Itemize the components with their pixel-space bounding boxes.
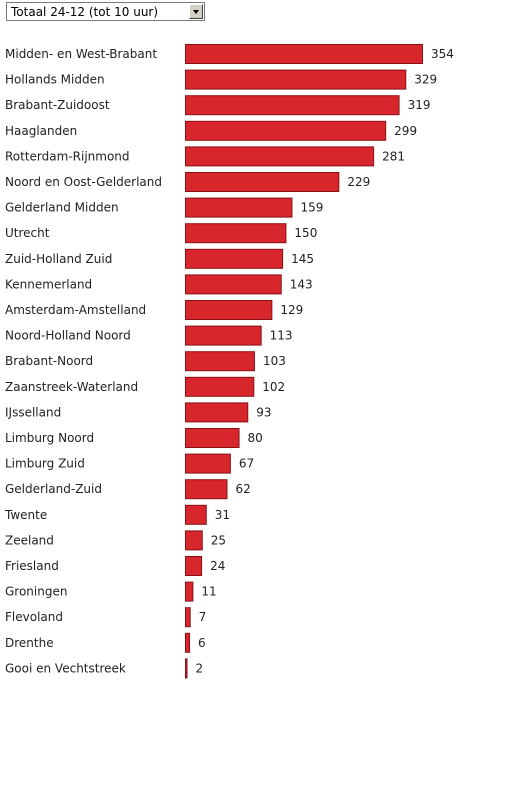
bar bbox=[185, 300, 273, 320]
value-label: 93 bbox=[256, 405, 271, 419]
category-label: Kennemerland bbox=[5, 277, 92, 291]
value-label: 143 bbox=[290, 277, 313, 291]
category-label: Noord-Holland Noord bbox=[5, 329, 131, 343]
value-label: 113 bbox=[270, 329, 293, 343]
region-filter-value: Totaal 24-12 (tot 10 uur) bbox=[11, 5, 159, 19]
category-label: Utrecht bbox=[5, 226, 50, 240]
value-label: 25 bbox=[211, 533, 226, 547]
category-label: Zuid-Holland Zuid bbox=[5, 252, 112, 266]
value-label: 129 bbox=[280, 303, 303, 317]
category-label: IJsselland bbox=[5, 405, 61, 419]
value-label: 281 bbox=[382, 149, 405, 163]
bar bbox=[185, 44, 423, 64]
category-label: Groningen bbox=[5, 585, 67, 599]
value-label: 229 bbox=[347, 175, 370, 189]
chevron-down-icon[interactable] bbox=[189, 4, 203, 19]
bar bbox=[185, 120, 387, 141]
value-label: 102 bbox=[262, 380, 285, 394]
bar bbox=[185, 504, 207, 525]
value-label: 319 bbox=[408, 98, 431, 112]
bar bbox=[185, 223, 287, 244]
bar bbox=[185, 607, 191, 628]
bar bbox=[185, 530, 203, 551]
bar bbox=[185, 453, 231, 474]
category-label: Midden- en West-Brabant bbox=[5, 47, 157, 61]
value-label: 11 bbox=[201, 585, 216, 599]
category-label: Hollands Midden bbox=[5, 73, 105, 87]
value-label: 2 bbox=[196, 661, 204, 675]
value-label: 67 bbox=[239, 457, 254, 471]
bar bbox=[185, 146, 375, 167]
value-label: 62 bbox=[236, 482, 251, 496]
region-filter-select[interactable]: Totaal 24-12 (tot 10 uur) bbox=[6, 2, 205, 21]
category-label: Twente bbox=[4, 508, 47, 522]
value-label: 299 bbox=[394, 124, 417, 138]
category-label: Gooi en Vechtstreek bbox=[5, 661, 126, 675]
value-label: 24 bbox=[210, 559, 225, 573]
category-label: Haaglanden bbox=[5, 124, 77, 138]
category-label: Gelderland-Zuid bbox=[5, 482, 102, 496]
category-label: Friesland bbox=[5, 559, 59, 573]
bar bbox=[185, 581, 194, 602]
category-label: Gelderland Midden bbox=[5, 201, 119, 215]
value-label: 7 bbox=[199, 610, 207, 624]
category-label: Zeeland bbox=[5, 533, 54, 547]
bar bbox=[185, 351, 255, 372]
category-label: Brabant-Zuidoost bbox=[5, 98, 110, 112]
value-label: 80 bbox=[248, 431, 263, 445]
category-label: Limburg Noord bbox=[5, 431, 94, 445]
bar bbox=[185, 95, 400, 116]
value-label: 354 bbox=[431, 47, 454, 61]
category-label: Amsterdam-Amstelland bbox=[5, 303, 146, 317]
bar bbox=[185, 402, 249, 423]
value-label: 329 bbox=[414, 73, 437, 87]
category-label: Noord en Oost-Gelderland bbox=[5, 175, 162, 189]
category-label: Zaanstreek-Waterland bbox=[5, 380, 138, 394]
category-label: Flevoland bbox=[5, 610, 63, 624]
bar bbox=[185, 274, 282, 295]
bar bbox=[185, 197, 293, 218]
category-label: Brabant-Noord bbox=[5, 354, 93, 368]
category-label: Rotterdam-Rijnmond bbox=[5, 149, 130, 163]
value-label: 159 bbox=[300, 201, 323, 215]
value-label: 31 bbox=[215, 508, 230, 522]
bar bbox=[185, 658, 188, 679]
bar bbox=[185, 428, 240, 448]
bar bbox=[185, 376, 255, 397]
value-label: 6 bbox=[198, 636, 206, 650]
bar bbox=[185, 556, 203, 576]
bar bbox=[185, 479, 228, 500]
bar bbox=[185, 172, 340, 192]
category-label: Drenthe bbox=[5, 636, 54, 650]
value-label: 150 bbox=[294, 226, 317, 240]
value-label: 145 bbox=[291, 252, 314, 266]
bar bbox=[185, 632, 191, 653]
category-label: Limburg Zuid bbox=[5, 457, 85, 471]
bar bbox=[185, 325, 262, 346]
bar bbox=[185, 248, 284, 269]
value-label: 103 bbox=[263, 354, 286, 368]
bar bbox=[185, 69, 407, 90]
